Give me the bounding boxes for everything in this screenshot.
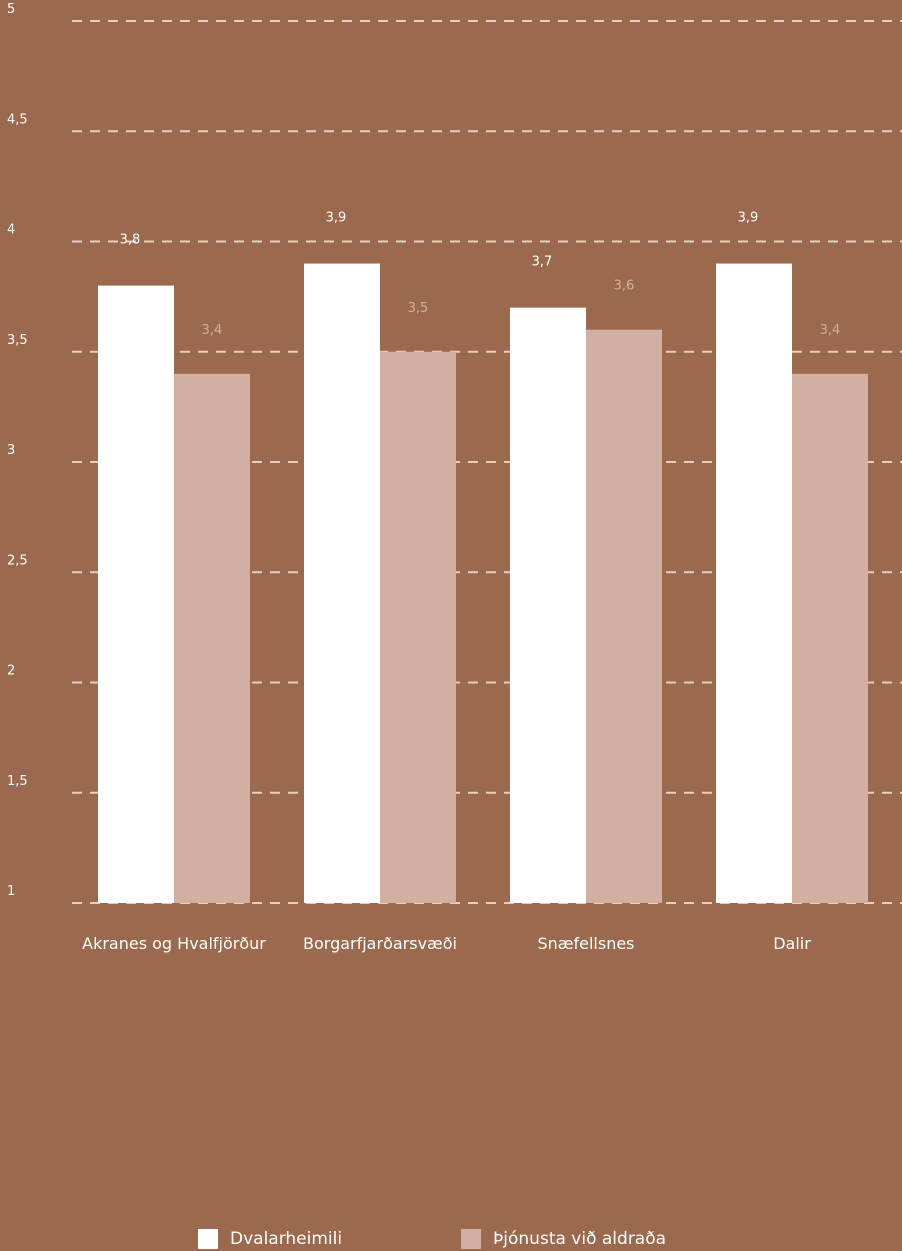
- data-label: 3,9: [738, 211, 759, 226]
- y-tick-label: 1: [7, 884, 15, 899]
- bar-thjonusta-3: [792, 373, 868, 903]
- bars: [98, 263, 868, 904]
- x-tick-label: Dalir: [773, 934, 811, 953]
- bar-chart: 11,522,533,544,55 3,83,93,73,93,43,53,63…: [7, 2, 902, 953]
- bar-dvalarheimili-1: [304, 263, 380, 903]
- y-tick-label: 3: [7, 443, 15, 458]
- y-tick-label: 4,5: [7, 112, 28, 127]
- legend: Dvalarheimili Þjónusta við aldraða: [0, 1229, 902, 1251]
- x-tick-label: Snæfellsnes: [537, 934, 634, 953]
- data-label: 3,6: [614, 279, 635, 294]
- bar-dvalarheimili-0: [98, 285, 174, 904]
- y-tick-label: 1,5: [7, 774, 28, 789]
- data-label: 3,7: [532, 255, 553, 270]
- x-axis-ticks: Akranes og Hvalfjörður Borgarfjarðarsvæði…: [82, 934, 811, 953]
- y-axis-ticks: 1 1,5 2 2,5 3 3,5 4 4,5 5: [7, 2, 28, 899]
- data-label: 3,4: [202, 323, 223, 338]
- x-tick-label: Akranes og Hvalfjörður: [82, 934, 266, 953]
- legend-swatch-series-1: [198, 1229, 218, 1249]
- bar-thjonusta-2: [586, 329, 662, 903]
- y-tick-label: 4: [7, 223, 15, 238]
- bar-dvalarheimili-2: [510, 307, 586, 903]
- legend-label: Dvalarheimili: [230, 1229, 343, 1249]
- data-label: 3,4: [820, 323, 841, 338]
- bar-dvalarheimili-3: [716, 263, 792, 903]
- data-label: 3,5: [408, 301, 429, 316]
- y-tick-label: 2,5: [7, 553, 28, 568]
- data-labels: 3,8 3,9 3,7 3,9 3,4 3,5 3,6 3,4: [120, 211, 841, 338]
- bar-thjonusta-1: [380, 351, 456, 903]
- x-tick-label: Borgarfjarðarsvæði: [303, 934, 457, 953]
- legend-item-thjonusta-vid-aldrada[interactable]: Þjónusta við aldraða: [461, 1229, 666, 1249]
- y-tick-label: 5: [7, 2, 15, 17]
- data-label: 3,8: [120, 233, 141, 248]
- legend-label: Þjónusta við aldraða: [493, 1229, 667, 1249]
- y-tick-label: 2: [7, 664, 15, 679]
- y-tick-label: 3,5: [7, 333, 28, 348]
- legend-swatch-series-2: [461, 1229, 481, 1249]
- legend-item-dvalarheimili[interactable]: Dvalarheimili: [198, 1229, 342, 1249]
- bar-thjonusta-0: [174, 373, 250, 903]
- data-label: 3,9: [326, 211, 347, 226]
